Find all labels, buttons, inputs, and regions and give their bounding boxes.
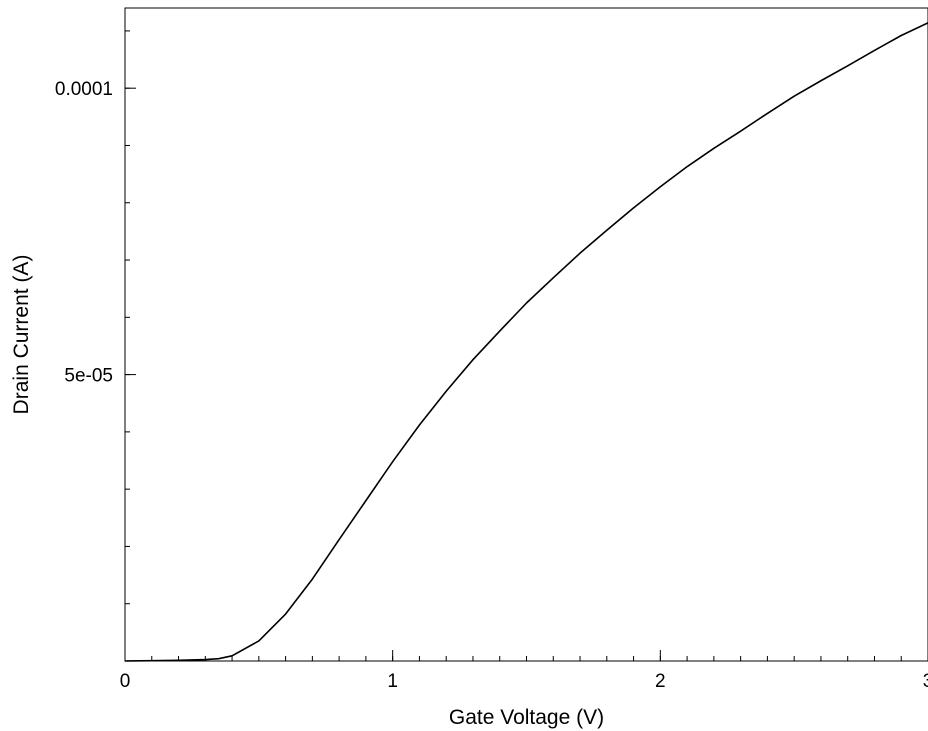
x-tick-label: 3 [923,671,928,692]
plot-frame [124,7,928,662]
x-axis: 0 1 2 3 [120,650,928,692]
y-tick-label: 0.0001 [55,79,113,100]
series-line [124,22,928,662]
x-tick-label: 0 [120,671,131,692]
x-tick-label: 2 [655,671,666,692]
series-layer [124,22,928,662]
x-tick-label: 1 [387,671,398,692]
y-tick-label: 5e-05 [64,366,113,387]
y-axis-title: Drain Current (A) [10,255,33,415]
x-axis-title: Gate Voltage (V) [449,706,604,729]
y-axis: 5e-05 0.0001 [55,30,136,662]
